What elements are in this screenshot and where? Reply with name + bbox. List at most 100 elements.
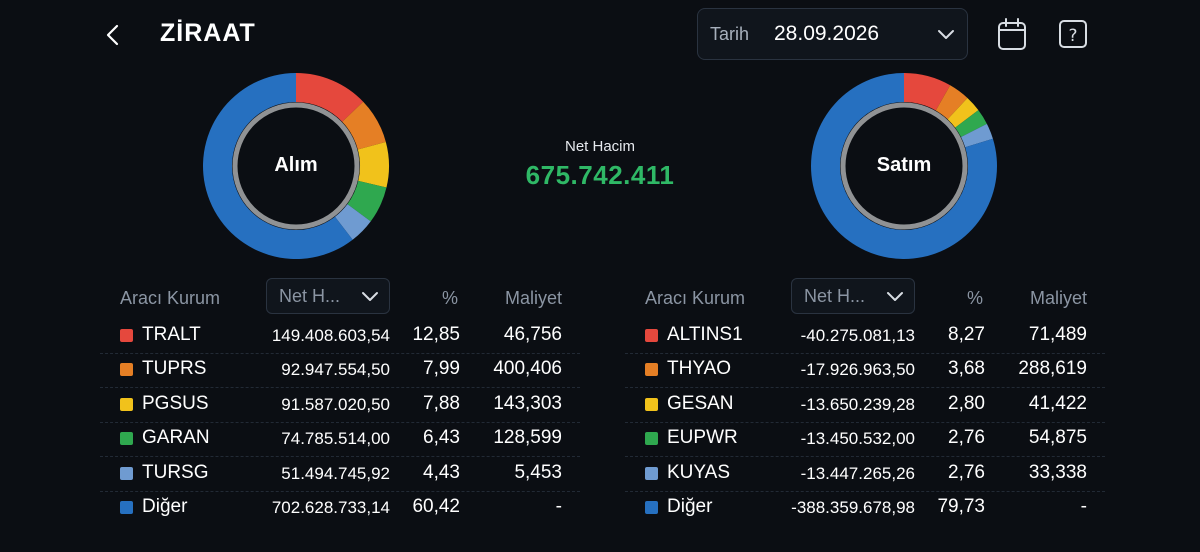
symbol: TUPRS bbox=[142, 358, 207, 380]
percent: 60,42 bbox=[412, 496, 460, 517]
net-volume: 92.947.554,50 bbox=[281, 360, 390, 380]
donut-slice bbox=[811, 73, 997, 259]
table-row[interactable]: TURSG 51.494.745,92 4,43 5,453 bbox=[100, 457, 580, 492]
donut-slice bbox=[955, 110, 987, 137]
table-row[interactable]: EUPWR -13.450.532,00 2,76 54,875 bbox=[625, 422, 1105, 458]
net-volume: -13.450.532,00 bbox=[800, 429, 915, 449]
table-row[interactable]: GESAN -13.650.239,28 2,80 41,422 bbox=[625, 388, 1105, 423]
sell-col-cost: Maliyet bbox=[1029, 288, 1087, 308]
buy-table: Aracı Kurum Net H... % Maliyet TRALT 149.… bbox=[100, 278, 580, 528]
symbol: Diğer bbox=[667, 496, 713, 517]
table-row[interactable]: Diğer 702.628.733,14 60,42 - bbox=[100, 491, 580, 525]
donut-slice bbox=[334, 204, 371, 240]
chevron-down-icon bbox=[362, 292, 378, 301]
percent: 79,73 bbox=[937, 496, 985, 517]
table-row[interactable]: PGSUS 91.587.020,50 7,88 143,303 bbox=[100, 388, 580, 423]
symbol: ALTINS1 bbox=[667, 324, 743, 345]
donut-slice bbox=[961, 123, 993, 148]
table-row[interactable]: KUYAS -13.447.265,26 2,76 33,338 bbox=[625, 457, 1105, 492]
net-volume: -40.275.081,13 bbox=[800, 326, 915, 345]
legend-swatch bbox=[645, 501, 658, 514]
symbol: Diğer bbox=[142, 496, 188, 517]
symbol: TRALT bbox=[142, 324, 201, 345]
back-button[interactable] bbox=[100, 20, 128, 50]
sell-col-broker: Aracı Kurum bbox=[645, 288, 746, 308]
table-row[interactable]: THYAO -17.926.963,50 3,68 288,619 bbox=[625, 353, 1105, 389]
row-divider bbox=[625, 490, 1105, 492]
sell-sort-dropdown[interactable]: Net H... bbox=[791, 278, 915, 314]
date-label: Tarih bbox=[710, 24, 750, 44]
symbol: KUYAS bbox=[667, 461, 731, 483]
legend-swatch bbox=[645, 363, 658, 377]
sell-donut-chart: Satım bbox=[809, 71, 999, 261]
donut-inner-ring bbox=[840, 102, 968, 230]
buy-col-pct: % bbox=[441, 288, 458, 308]
date-picker[interactable]: Tarih 28.09.2026 bbox=[697, 8, 968, 60]
chevron-left-icon bbox=[106, 24, 119, 46]
net-volume: 74.785.514,00 bbox=[281, 429, 390, 449]
cost: - bbox=[1080, 496, 1087, 517]
donut-slice bbox=[947, 98, 979, 128]
legend-swatch bbox=[645, 432, 658, 446]
date-value: 28.09.2026 bbox=[774, 22, 880, 45]
donut-slice bbox=[342, 101, 386, 150]
buy-donut-label: Alım bbox=[274, 154, 318, 176]
cost: 5,453 bbox=[514, 461, 562, 483]
table-row[interactable]: ALTINS1 -40.275.081,13 8,27 71,489 bbox=[625, 319, 1105, 354]
legend-swatch bbox=[645, 397, 658, 411]
percent: 7,88 bbox=[423, 392, 460, 414]
buy-donut-svg bbox=[203, 73, 389, 259]
row-divider bbox=[625, 421, 1105, 423]
table-row[interactable]: TUPRS 92.947.554,50 7,99 400,406 bbox=[100, 353, 580, 389]
calendar-icon bbox=[998, 18, 1026, 50]
calendar-button[interactable] bbox=[995, 17, 1029, 53]
legend-swatch bbox=[645, 466, 658, 480]
legend-swatch bbox=[120, 397, 133, 411]
donut-slice bbox=[296, 73, 364, 122]
table-row[interactable]: TRALT 149.408.603,54 12,85 46,756 bbox=[100, 319, 580, 354]
svg-text:?: ? bbox=[1068, 26, 1077, 46]
net-volume-value: 675.742.411 bbox=[525, 160, 675, 190]
cost: 128,599 bbox=[493, 427, 562, 449]
donut-slice bbox=[904, 73, 951, 111]
donut-slice bbox=[203, 73, 353, 259]
percent: 7,99 bbox=[423, 358, 460, 380]
cost: 54,875 bbox=[1028, 427, 1087, 449]
row-divider bbox=[100, 353, 580, 354]
net-volume: -13.650.239,28 bbox=[800, 394, 915, 414]
net-volume: -13.447.265,26 bbox=[800, 463, 915, 483]
chevron-down-icon bbox=[938, 30, 954, 39]
percent: 6,43 bbox=[423, 427, 460, 449]
donut-hole bbox=[846, 108, 962, 224]
table-row[interactable]: Diğer -388.359.678,98 79,73 - bbox=[625, 491, 1105, 525]
donut-slice bbox=[357, 141, 389, 188]
buy-donut-chart: Alım bbox=[201, 71, 391, 261]
row-divider bbox=[100, 490, 580, 492]
legend-swatch bbox=[120, 432, 133, 446]
percent: 2,80 bbox=[948, 392, 985, 414]
buy-sort-label: Net H... bbox=[279, 286, 341, 306]
legend-swatch bbox=[645, 329, 658, 342]
net-volume: 51.494.745,92 bbox=[281, 463, 390, 483]
symbol: THYAO bbox=[667, 358, 732, 380]
help-button[interactable]: ? bbox=[1057, 17, 1089, 51]
donut-slice bbox=[347, 180, 387, 222]
cost: 71,489 bbox=[1028, 324, 1087, 345]
cost: 41,422 bbox=[1028, 392, 1087, 414]
row-divider bbox=[100, 456, 580, 458]
help-icon: ? bbox=[1059, 20, 1087, 48]
percent: 12,85 bbox=[412, 324, 460, 345]
legend-swatch bbox=[120, 501, 133, 514]
cost: 33,338 bbox=[1028, 461, 1087, 483]
net-volume: -388.359.678,98 bbox=[791, 498, 915, 517]
legend-swatch bbox=[120, 466, 133, 480]
net-volume: 91.587.020,50 bbox=[281, 394, 390, 414]
table-row[interactable]: GARAN 74.785.514,00 6,43 128,599 bbox=[100, 422, 580, 458]
buy-sort-dropdown[interactable]: Net H... bbox=[266, 278, 390, 314]
percent: 2,76 bbox=[948, 427, 985, 449]
page-title: ZİRAAT bbox=[160, 19, 256, 47]
symbol: GESAN bbox=[667, 392, 734, 414]
buy-col-cost: Maliyet bbox=[504, 288, 562, 308]
percent: 4,43 bbox=[423, 461, 460, 483]
symbol: PGSUS bbox=[142, 392, 209, 414]
